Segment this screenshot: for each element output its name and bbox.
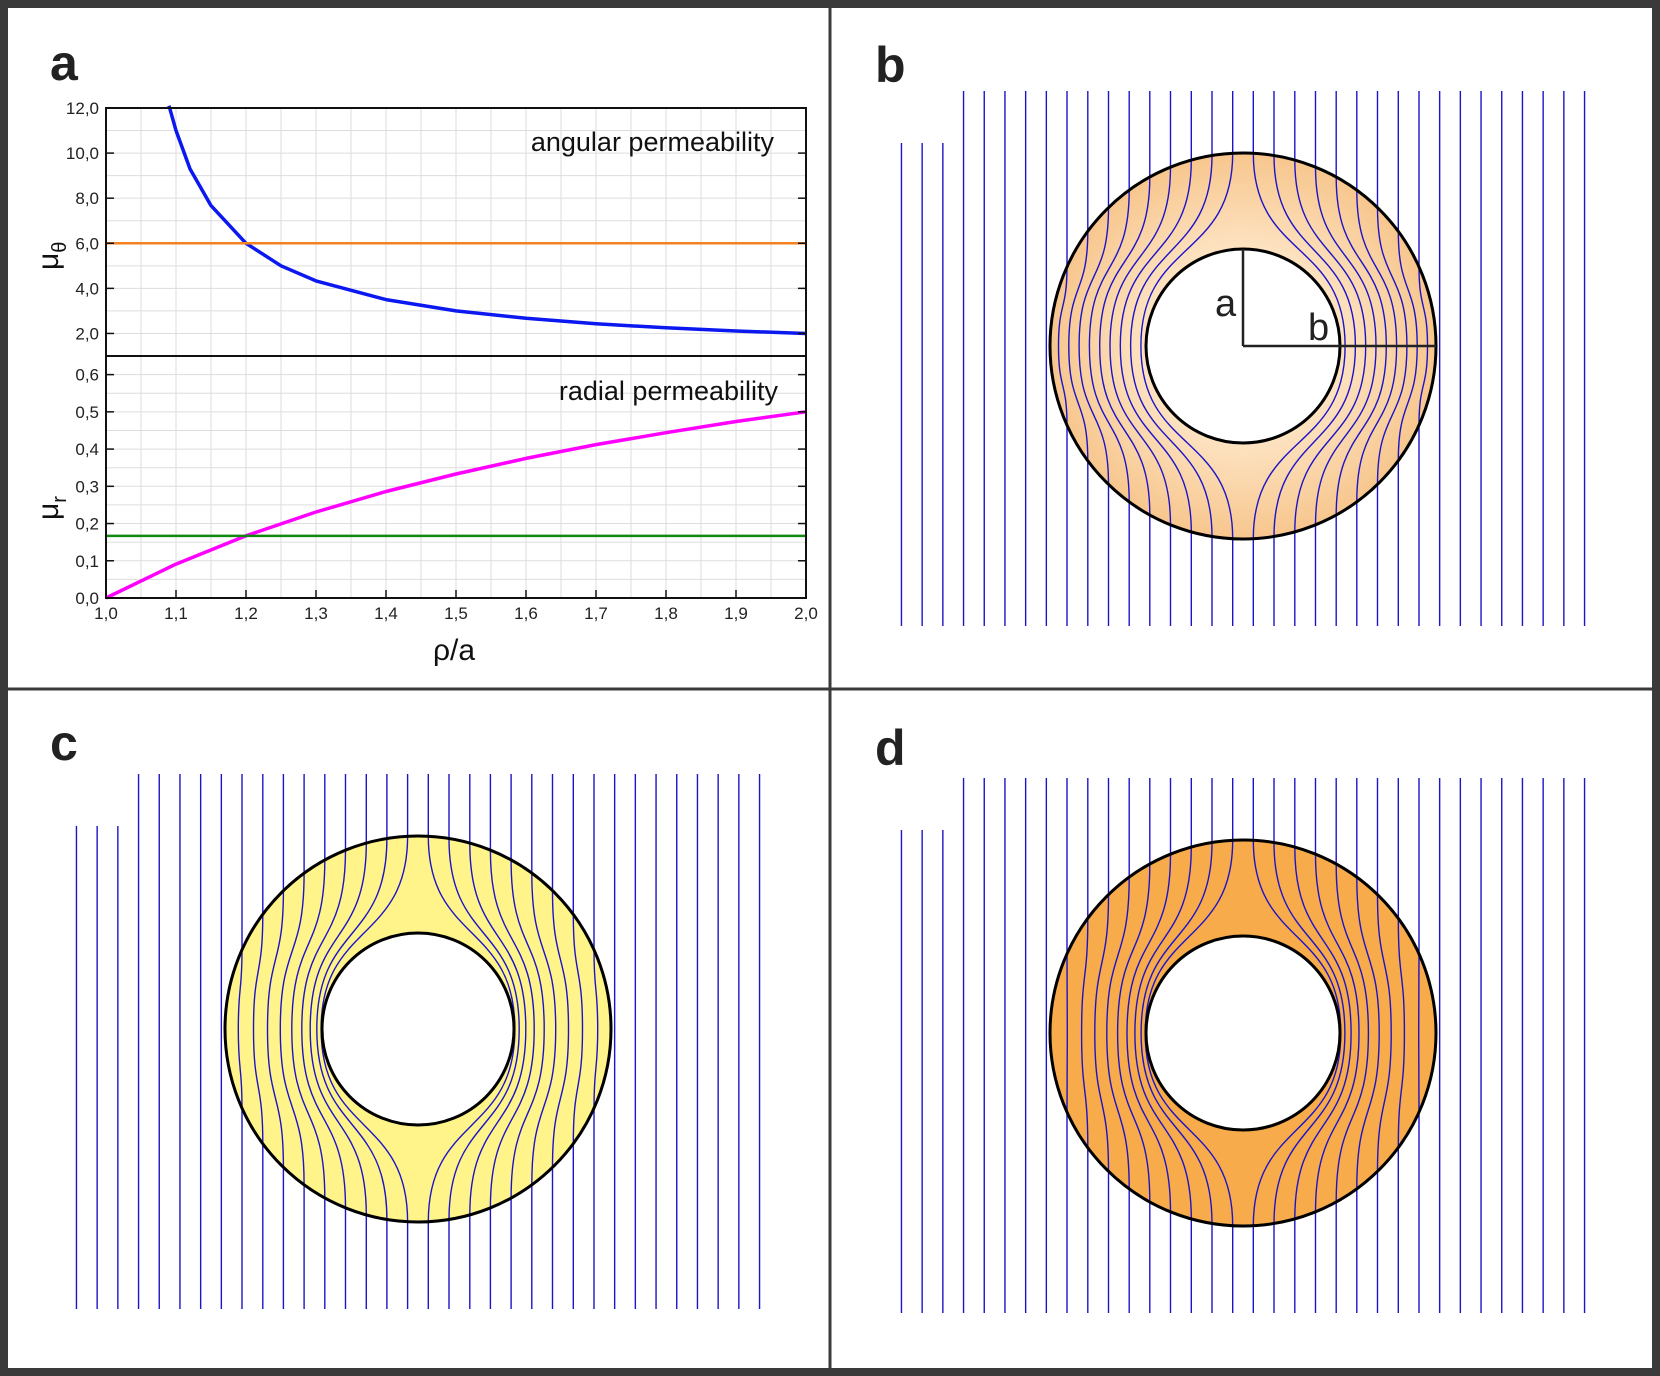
field-line: [237, 774, 243, 1309]
y-tick-label: 2,0: [75, 324, 99, 343]
field-line: [1294, 778, 1352, 1313]
x-axis-title: ρ/a: [433, 634, 475, 667]
field-line: [469, 774, 527, 1309]
svg-text:μr: μr: [32, 496, 71, 520]
field-line: [1116, 778, 1151, 1313]
field-line: [1068, 91, 1089, 626]
y-tick-label: 0,2: [75, 515, 99, 534]
x-ticks: 1,0 1,1 1,2 1,3 1,4 1,5 1,6 1,7 1,8 1,9 2,0: [94, 590, 818, 623]
field-line: [1119, 91, 1192, 626]
x-tick-label: 1,0: [94, 604, 118, 623]
y-axis-title: μθ: [32, 242, 71, 270]
panel-d-cloak: [900, 778, 1586, 1313]
y-axis-title: μr: [32, 496, 71, 520]
radius-b-label: b: [1308, 307, 1329, 349]
svg-text:μθ: μθ: [32, 242, 71, 270]
x-tick-label: 1,7: [584, 604, 608, 623]
field-line: [489, 774, 535, 1309]
y-axis-symbol: μ: [32, 253, 65, 270]
field-line: [266, 774, 285, 1309]
x-tick-label: 1,4: [374, 604, 398, 623]
field-line: [1314, 778, 1360, 1313]
panel-b-cloak: a b: [900, 91, 1586, 626]
field-line: [1273, 778, 1346, 1313]
field-line: [1129, 91, 1213, 626]
panel-c-cloak: [75, 774, 761, 1309]
y-ticks: 0,0 0,1 0,2 0,3 0,4 0,5 0,6: [75, 366, 806, 608]
x-tick-label: 1,9: [724, 604, 748, 623]
panel-a-charts: 2,0 4,0 6,0 8,0 10,0 12,0 angular permeabilit…: [32, 99, 818, 667]
x-tick-label: 1,5: [444, 604, 468, 623]
field-line: [1126, 778, 1172, 1313]
field-line: [448, 774, 520, 1309]
field-line: [510, 774, 545, 1309]
field-line: [291, 774, 326, 1309]
field-line: [1140, 91, 1234, 626]
y-tick-label: 0,5: [75, 403, 99, 422]
field-line: [1134, 778, 1192, 1313]
y-ticks: 2,0 4,0 6,0 8,0 10,0 12,0: [66, 99, 806, 343]
field-line: [1088, 91, 1130, 626]
panel-label-a: a: [50, 35, 79, 91]
panel-label-b: b: [875, 37, 906, 93]
field-line: [279, 774, 305, 1309]
field-line: [1057, 91, 1068, 626]
field-line: [1356, 778, 1380, 1313]
field-line: [1078, 91, 1110, 626]
y-axis-symbol: μ: [32, 503, 65, 520]
series-group: [105, 410, 807, 600]
y-tick-label: 12,0: [66, 99, 99, 118]
y-axis-subscript: r: [49, 496, 71, 503]
inner-core: [320, 931, 516, 1127]
outer-shell: [223, 834, 613, 1224]
y-tick-label: 0,3: [75, 477, 99, 496]
series-line-1: [105, 410, 807, 600]
field-line: [551, 774, 570, 1309]
field-line: [1106, 778, 1130, 1313]
x-tick-label: 1,2: [234, 604, 258, 623]
y-tick-label: 0,4: [75, 440, 99, 459]
angular-permeability-chart: 2,0 4,0 6,0 8,0 10,0 12,0 angular permeabilit…: [32, 99, 807, 357]
field-line: [572, 774, 584, 1309]
y-tick-label: 0,0: [75, 589, 99, 608]
field-line: [1335, 778, 1370, 1313]
field-line: [1094, 778, 1110, 1313]
field-line: [316, 774, 388, 1309]
field-line: [1109, 91, 1172, 626]
y-tick-label: 6,0: [75, 234, 99, 253]
radius-a-label: a: [1215, 283, 1237, 325]
series-line-1: [167, 105, 807, 336]
panel-label-c: c: [50, 715, 78, 771]
outer-shell: [1048, 838, 1438, 1228]
field-line: [1397, 778, 1406, 1313]
field-line: [301, 774, 347, 1309]
y-tick-label: 10,0: [66, 144, 99, 163]
series-group: [106, 105, 807, 336]
field-line: [309, 774, 367, 1309]
y-tick-label: 4,0: [75, 279, 99, 298]
field-line: [252, 774, 264, 1309]
chart-title: angular permeability: [531, 127, 775, 157]
panel-label-d: d: [875, 720, 906, 776]
field-line: [1140, 778, 1213, 1313]
x-tick-label: 1,8: [654, 604, 678, 623]
y-tick-label: 0,6: [75, 366, 99, 385]
x-tick-label: 1,3: [304, 604, 328, 623]
field-line: [593, 774, 599, 1309]
radial-permeability-chart: 0,0 0,1 0,2 0,3 0,4 0,5 0,6 1,0 1,1 1,2 1,3 1,4 1,5…: [32, 355, 818, 667]
x-tick-label: 1,6: [514, 604, 538, 623]
y-tick-label: 8,0: [75, 189, 99, 208]
inner-core: [1144, 934, 1342, 1132]
field-line: [531, 774, 557, 1309]
x-tick-label: 2,0: [794, 604, 818, 623]
x-tick-label: 1,1: [164, 604, 188, 623]
y-axis-subscript: θ: [49, 242, 71, 253]
field-line: [1098, 91, 1151, 626]
chart-title: radial permeability: [559, 376, 779, 406]
field-line: [1080, 778, 1089, 1313]
y-tick-label: 0,1: [75, 552, 99, 571]
field-line: [1376, 778, 1392, 1313]
